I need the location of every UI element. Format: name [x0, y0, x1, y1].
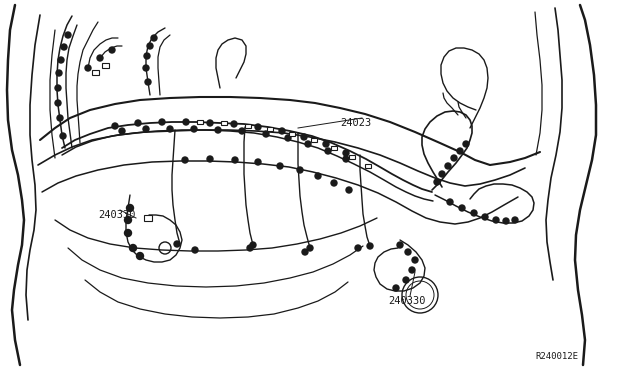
Circle shape	[167, 126, 173, 132]
Circle shape	[135, 120, 141, 126]
Circle shape	[192, 247, 198, 253]
Circle shape	[405, 249, 411, 255]
Circle shape	[250, 242, 256, 248]
Circle shape	[343, 150, 349, 156]
Circle shape	[403, 277, 409, 283]
Circle shape	[112, 123, 118, 129]
Circle shape	[315, 173, 321, 179]
Circle shape	[355, 245, 361, 251]
Circle shape	[182, 157, 188, 163]
Circle shape	[325, 148, 331, 154]
Circle shape	[346, 187, 352, 193]
Circle shape	[447, 199, 453, 205]
Circle shape	[367, 243, 373, 249]
Circle shape	[56, 70, 62, 76]
Circle shape	[207, 156, 213, 162]
Circle shape	[119, 128, 125, 134]
Circle shape	[331, 180, 337, 186]
Circle shape	[174, 241, 180, 247]
Circle shape	[207, 120, 213, 126]
Bar	[267, 127, 273, 131]
Bar	[311, 138, 317, 142]
Circle shape	[231, 121, 237, 127]
Circle shape	[143, 126, 149, 132]
Circle shape	[482, 214, 488, 220]
Circle shape	[55, 85, 61, 91]
Circle shape	[85, 65, 91, 71]
Circle shape	[125, 230, 131, 237]
Circle shape	[343, 156, 349, 162]
Circle shape	[434, 179, 440, 185]
Bar	[331, 146, 337, 150]
Circle shape	[451, 155, 457, 161]
Circle shape	[445, 163, 451, 169]
Circle shape	[147, 43, 153, 49]
Circle shape	[285, 135, 291, 141]
Circle shape	[493, 217, 499, 223]
Bar	[197, 120, 203, 124]
Bar	[102, 62, 109, 67]
Circle shape	[457, 148, 463, 154]
Bar	[349, 155, 355, 159]
Circle shape	[301, 134, 307, 140]
Circle shape	[439, 171, 445, 177]
Circle shape	[397, 242, 403, 248]
Circle shape	[109, 47, 115, 53]
Circle shape	[125, 217, 131, 224]
Circle shape	[297, 167, 303, 173]
Circle shape	[143, 65, 149, 71]
Circle shape	[255, 124, 261, 130]
Circle shape	[305, 141, 311, 147]
Circle shape	[503, 218, 509, 224]
Circle shape	[129, 244, 136, 251]
Circle shape	[127, 205, 134, 212]
Circle shape	[97, 55, 103, 61]
Bar	[221, 121, 227, 125]
Circle shape	[463, 141, 469, 147]
Circle shape	[58, 57, 64, 63]
Circle shape	[191, 126, 197, 132]
Circle shape	[65, 32, 71, 38]
Circle shape	[151, 35, 157, 41]
Circle shape	[277, 163, 283, 169]
Circle shape	[145, 79, 151, 85]
Text: 24023: 24023	[340, 118, 371, 128]
Circle shape	[60, 133, 66, 139]
Circle shape	[255, 159, 261, 165]
Circle shape	[307, 245, 313, 251]
Circle shape	[459, 205, 465, 211]
Bar	[144, 215, 152, 221]
Circle shape	[302, 249, 308, 255]
Circle shape	[279, 128, 285, 134]
Bar	[245, 124, 251, 128]
Circle shape	[215, 127, 221, 133]
Circle shape	[61, 44, 67, 50]
Bar	[365, 164, 371, 168]
Circle shape	[512, 217, 518, 223]
Circle shape	[263, 131, 269, 137]
Circle shape	[239, 128, 245, 134]
Bar	[92, 70, 99, 74]
Text: 240330: 240330	[388, 296, 426, 306]
Circle shape	[55, 100, 61, 106]
Circle shape	[393, 285, 399, 291]
Circle shape	[409, 267, 415, 273]
Bar	[289, 132, 295, 136]
Circle shape	[183, 119, 189, 125]
Circle shape	[323, 141, 329, 147]
Text: R240012E: R240012E	[535, 352, 578, 361]
Circle shape	[144, 53, 150, 59]
Text: 240330: 240330	[98, 210, 136, 220]
Circle shape	[57, 115, 63, 121]
Circle shape	[471, 210, 477, 216]
Circle shape	[232, 157, 238, 163]
Circle shape	[412, 257, 418, 263]
Circle shape	[159, 119, 165, 125]
Circle shape	[136, 253, 143, 260]
Circle shape	[247, 245, 253, 251]
